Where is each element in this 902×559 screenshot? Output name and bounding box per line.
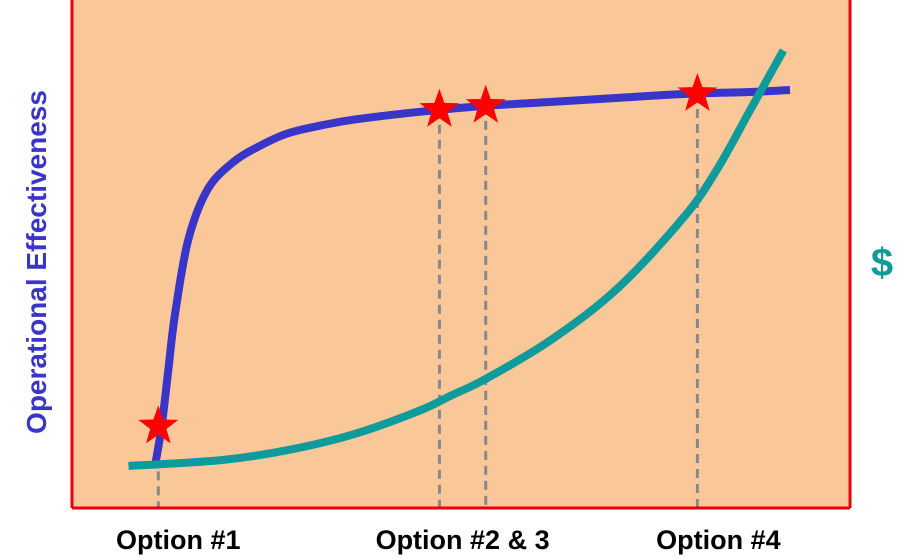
x-tick-label-1: Option #1 — [116, 525, 241, 555]
secondary-y-axis-label: $ — [871, 241, 893, 285]
y-axis-label: Operational Effectiveness — [21, 90, 52, 434]
plot-area — [72, 0, 850, 508]
star-marker-3 — [465, 84, 506, 123]
x-tick-labels: Option #1 Option #2 & 3 Option #4 — [116, 525, 781, 555]
star-marker-1 — [138, 405, 179, 444]
marker-layer — [138, 73, 718, 444]
x-tick-label-2: Option #2 & 3 — [376, 525, 550, 555]
x-tick-label-3: Option #4 — [656, 525, 781, 555]
series-layer — [128, 48, 791, 470]
axes — [70, 0, 852, 510]
effectiveness-series-line — [151, 86, 791, 467]
star-marker-2 — [419, 88, 460, 127]
dashed-guides — [156, 93, 699, 508]
star-marker-4 — [677, 73, 718, 111]
cost-series-line — [128, 48, 787, 470]
